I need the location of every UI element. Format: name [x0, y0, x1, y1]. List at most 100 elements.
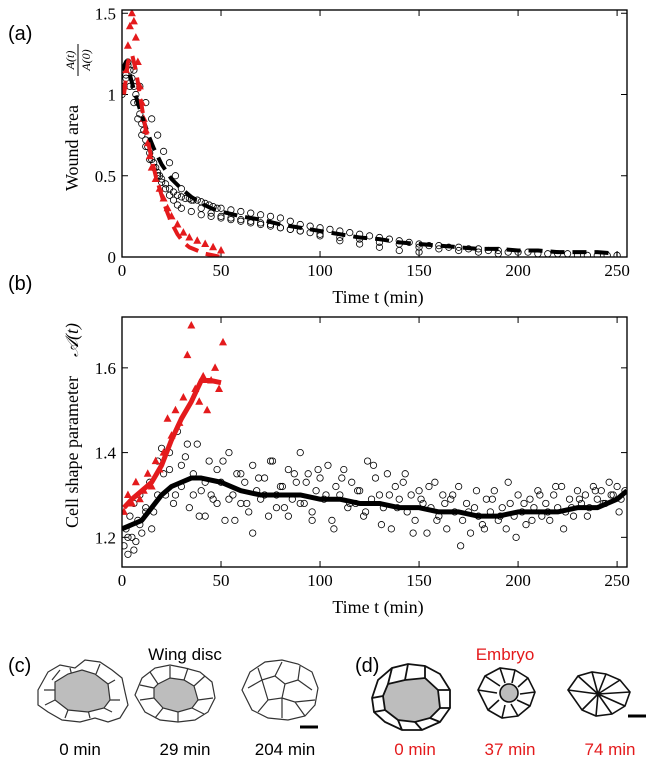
panel-d-time-2: 74 min: [584, 740, 635, 759]
panel-a-point-triangle: [185, 233, 194, 241]
panel-b-point-circle: [480, 525, 489, 533]
panel-a-y-axis-label-group: Wound area A(t) A(0): [62, 44, 93, 191]
panel-b-point-circle: [361, 508, 370, 516]
panel-b-point-circle: [229, 491, 237, 499]
panel-c-time-1: 29 min: [159, 740, 210, 759]
panel-b-x-tick-label: 250: [604, 571, 630, 590]
panel-b-point-circle: [195, 512, 203, 520]
panel-a-plot-frame-top: [121, 9, 628, 258]
panel-b-point-circle: [158, 444, 166, 452]
panel-c-label: (c): [8, 655, 31, 677]
panel-b-point-circle: [609, 491, 617, 499]
panel-b-point-circle: [597, 487, 605, 495]
panel-b-point-circle: [466, 529, 475, 537]
panel-b-point-circle: [124, 533, 132, 541]
panel-b-point-circle: [459, 516, 467, 524]
panel-b-point-circle: [399, 478, 407, 486]
panel-a-point-circle: [148, 115, 156, 123]
panel-b-point-circle: [169, 499, 178, 508]
wing-disc-0min-wound: [54, 669, 111, 713]
panel-b-point-circle: [348, 478, 356, 486]
embryo-0min-tissue: [371, 663, 451, 731]
panel-a-point-circle: [286, 217, 294, 225]
panel-b-point-circle: [591, 487, 599, 495]
panel-b-point-circle: [385, 491, 393, 499]
panel-b-point-circle: [300, 499, 308, 508]
panel-b-point-circle: [581, 491, 590, 499]
panel-a-point-circle: [177, 185, 186, 193]
panel-b-point-circle: [219, 457, 227, 465]
panel-b-point-triangle: [135, 494, 144, 503]
panel-a-point-circle: [136, 110, 144, 118]
panel-b-point-circle: [132, 537, 140, 546]
panel-a-point-circle: [237, 207, 245, 216]
panel-b-point-circle: [338, 474, 346, 482]
panel-b-point-circle: [514, 491, 522, 499]
panel-a-point-circle: [165, 191, 174, 199]
panel-a-point-circle: [217, 212, 225, 220]
embryo-37min-wound: [499, 683, 519, 703]
panel-b-point-circle: [177, 461, 186, 469]
panel-b-y-tick-label: 1.4: [95, 444, 117, 463]
panel-b-point-circle: [502, 525, 510, 533]
panel-a-point-circle: [257, 211, 265, 219]
panel-b-point-circle: [122, 542, 128, 550]
panel-b-point-circle: [183, 440, 191, 448]
panel-b-point-circle: [316, 474, 324, 482]
panel-a-point-circle: [326, 225, 334, 233]
panel-b-point-circle: [207, 491, 215, 499]
panel-b-point-circle: [498, 504, 506, 512]
panel-a-point-circle: [356, 240, 364, 248]
panel-b-point-circle: [488, 495, 496, 503]
panel-a-point-circle: [247, 209, 255, 217]
panel-d-time-0: 0 min: [394, 740, 436, 759]
panel-b-point-circle: [565, 495, 574, 503]
panel-a-point-circle: [161, 180, 170, 188]
panel-a-point-triangle: [131, 33, 140, 41]
panel-b-point-triangle: [187, 320, 196, 329]
panel-b-data-layer: [122, 320, 627, 558]
panel-b-point-circle: [225, 495, 233, 503]
panel-b-point-circle: [482, 495, 490, 503]
panel-b-point-circle: [213, 465, 221, 474]
panel-b-x-tick-label: 200: [505, 571, 531, 590]
panel-b-point-circle: [165, 465, 174, 474]
panel-a-data-layer: [122, 10, 621, 257]
panel-b-point-circle: [340, 465, 348, 474]
panel-b-point-circle: [371, 474, 380, 482]
panel-b-x-tick-label: 0: [118, 571, 127, 590]
panel-b-point-circle: [542, 499, 550, 508]
panel-b-point-circle: [560, 525, 568, 533]
panel-a-point-circle: [346, 229, 354, 237]
panel-b-point-circle: [391, 482, 399, 491]
panel-b-point-circle: [552, 482, 560, 491]
panel-b-point-circle: [401, 470, 409, 478]
panel-b-point-circle: [558, 482, 566, 491]
panel-b-point-circle: [245, 508, 253, 516]
panel-b-point-circle: [575, 495, 584, 503]
panel-b-plot-frame: [121, 316, 628, 568]
panel-b-y-tick-label: 1.2: [95, 528, 116, 547]
panel-b-point-circle: [470, 504, 479, 512]
panel-b-point-circle: [411, 516, 419, 524]
panel-a-point-circle: [415, 248, 423, 256]
panel-a-x-tick-label: 150: [406, 261, 432, 280]
panel-b-point-circle: [268, 457, 277, 465]
panel-b-point-circle: [308, 508, 316, 516]
panel-b-point-circle: [284, 465, 292, 474]
panel-b-point-circle: [546, 516, 554, 524]
panel-a-point-circle: [455, 246, 463, 255]
panel-b-y-axis-label: Cell shape parameter: [62, 376, 82, 528]
panel-b-point-circle: [615, 508, 623, 516]
panel-b-point-circle: [138, 529, 146, 537]
panel-b-point-circle: [395, 495, 403, 503]
panel-b-point-circle: [324, 461, 332, 469]
panel-a-point-circle: [169, 188, 178, 196]
wing-disc-29min-tissue: [134, 664, 216, 723]
panel-b-point-circle: [292, 478, 300, 486]
embryo-74min-tissue: [567, 671, 631, 717]
panel-a-point-circle: [217, 214, 225, 222]
panel-a-point-circle: [159, 147, 168, 155]
panel-b-point-circle: [504, 478, 512, 486]
panel-b-point-circle: [573, 487, 582, 495]
